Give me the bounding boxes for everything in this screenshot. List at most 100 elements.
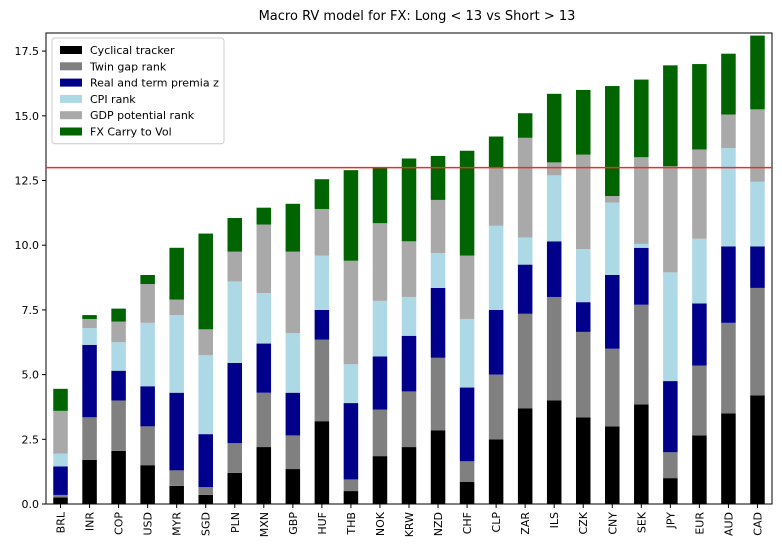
- bar-segment: [663, 65, 678, 167]
- bar-segment: [605, 274, 620, 349]
- bar-segment: [314, 339, 330, 422]
- bar-segment: [575, 417, 591, 504]
- bar-segment: [459, 318, 475, 388]
- bar-segment: [256, 207, 272, 225]
- legend-label: Cyclical tracker: [90, 44, 175, 57]
- bar-segment: [82, 344, 97, 418]
- bar-segment: [198, 434, 213, 488]
- y-tick-label: 0.0: [22, 498, 40, 511]
- bar-segment: [517, 237, 533, 265]
- bar-segment: [575, 331, 591, 418]
- bar-segment: [169, 299, 184, 316]
- bar-segment: [169, 470, 184, 486]
- bar-segment: [53, 453, 68, 467]
- bar-segment: [634, 404, 649, 504]
- bar-segment: [663, 381, 678, 453]
- bar-segment: [430, 252, 446, 288]
- bar-segment: [517, 408, 533, 504]
- legend-label: FX Carry to Vol: [90, 126, 172, 139]
- bar-segment: [750, 246, 765, 288]
- bar-segment: [488, 136, 504, 168]
- bar-segment: [517, 137, 533, 238]
- bar-segment: [575, 302, 591, 332]
- x-tick-label: SEK: [635, 511, 648, 533]
- bar-segment: [488, 309, 504, 375]
- bar-segment: [82, 315, 97, 319]
- bar-segment: [430, 199, 446, 253]
- bar-segment: [140, 386, 155, 427]
- x-tick-label: CAD: [751, 512, 764, 536]
- bar-segment: [459, 482, 475, 504]
- x-tick-label: HUF: [316, 512, 329, 535]
- x-tick-label: COP: [113, 512, 126, 535]
- bar-segment: [256, 447, 272, 504]
- bar-segment: [285, 203, 301, 252]
- bar-segment: [372, 456, 388, 504]
- bar-segment: [663, 166, 678, 273]
- bar-segment: [546, 400, 562, 504]
- bar-segment: [285, 469, 301, 504]
- legend-box: [51, 37, 225, 145]
- bar-segment: [372, 300, 388, 357]
- bar-segment: [430, 155, 446, 200]
- legend-swatch: [60, 46, 82, 54]
- x-tick-label: SGD: [200, 512, 213, 536]
- bar-segment: [227, 472, 243, 504]
- bar-segment: [634, 79, 649, 158]
- legend-swatch: [60, 62, 82, 71]
- bar-segment: [285, 333, 301, 393]
- bar-segment: [111, 308, 126, 322]
- x-tick-label: USD: [142, 512, 155, 536]
- bar-segment: [256, 392, 272, 448]
- bar-segment: [692, 149, 707, 239]
- legend-swatch: [60, 94, 82, 103]
- x-tick-label: ZAR: [519, 512, 532, 535]
- legend-label: Real and term premia z: [90, 77, 219, 90]
- x-tick-label: ILS: [548, 512, 561, 528]
- legend-label: CPI rank: [90, 93, 136, 106]
- bar-segment: [459, 255, 475, 319]
- x-tick-label: NZD: [432, 512, 445, 536]
- bar-segment: [721, 322, 736, 414]
- bar-segment: [721, 114, 736, 149]
- bar-segment: [140, 284, 155, 323]
- bar-segment: [285, 435, 301, 470]
- bar-segment: [314, 179, 330, 209]
- bar-segment: [140, 426, 155, 466]
- bar-segment: [53, 466, 68, 495]
- bar-segment: [517, 113, 533, 138]
- bar-segment: [546, 296, 562, 401]
- bar-segment: [343, 479, 359, 492]
- y-tick-label: 12.5: [15, 175, 40, 188]
- bar-segment: [634, 243, 649, 248]
- bar-segment: [227, 443, 243, 473]
- legend-swatch: [60, 111, 82, 120]
- bar-segment: [314, 309, 330, 340]
- bar-segment: [575, 249, 591, 303]
- bar-segment: [256, 343, 272, 393]
- x-tick-label: BRL: [55, 511, 68, 533]
- bar-segment: [53, 410, 68, 454]
- bar-segment: [169, 315, 184, 393]
- bar-segment: [82, 460, 97, 504]
- bar-segment: [401, 241, 417, 297]
- x-tick-label: NOK: [374, 511, 387, 536]
- bar-segment: [634, 304, 649, 405]
- legend-swatch: [60, 78, 82, 87]
- x-tick-label: CHF: [461, 512, 474, 534]
- bar-segment: [285, 251, 301, 334]
- y-tick-label: 15.0: [15, 110, 40, 123]
- bar-segment: [198, 494, 213, 504]
- bar-segment: [53, 388, 68, 411]
- bar-segment: [750, 35, 765, 110]
- bar-segment: [488, 374, 504, 440]
- bar-segment: [343, 170, 359, 261]
- x-tick-label: AUD: [722, 512, 735, 536]
- x-tick-label: EUR: [693, 512, 706, 535]
- bar-segment: [82, 318, 97, 329]
- bar-segment: [343, 260, 359, 365]
- bar-segment: [343, 403, 359, 480]
- bar-segment: [663, 478, 678, 504]
- bar-segment: [111, 450, 126, 504]
- bar-segment: [634, 247, 649, 305]
